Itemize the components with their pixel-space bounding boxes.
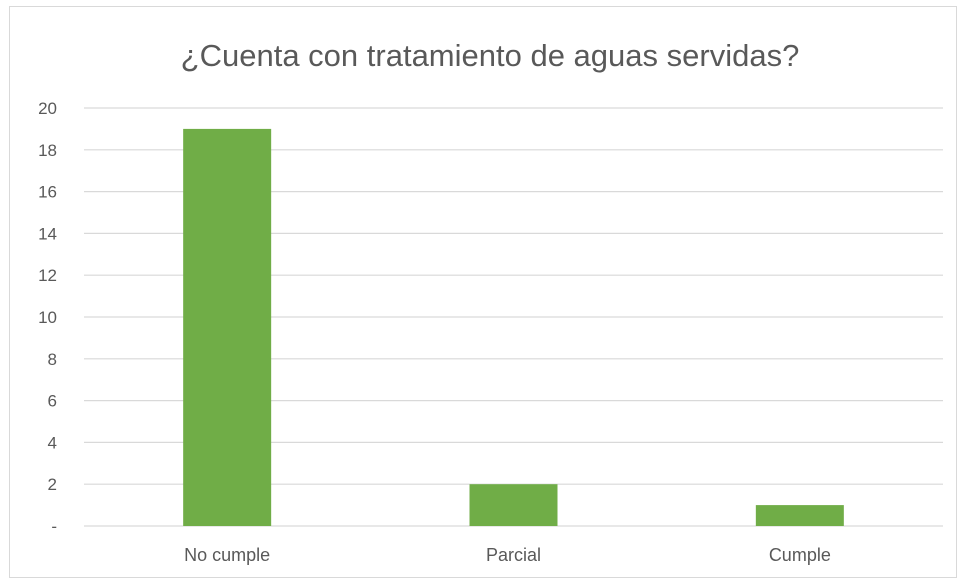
x-axis-labels: No cumple Parcial Cumple bbox=[184, 545, 831, 565]
chart-frame bbox=[9, 6, 957, 578]
bar bbox=[755, 505, 844, 526]
y-tick-label: 4 bbox=[48, 433, 57, 452]
y-axis-ticks: - 2 4 6 8 10 12 14 16 18 20 bbox=[38, 99, 57, 536]
chart-title: ¿Cuenta con tratamiento de aguas servida… bbox=[181, 38, 800, 73]
y-tick-label: 18 bbox=[38, 141, 57, 160]
x-category-label: Parcial bbox=[486, 545, 541, 565]
y-tick-label: 20 bbox=[38, 99, 57, 118]
y-tick-label: - bbox=[51, 517, 57, 536]
y-tick-label: 14 bbox=[38, 224, 57, 243]
x-category-label: Cumple bbox=[769, 545, 831, 565]
y-tick-label: 2 bbox=[48, 475, 57, 494]
y-tick-label: 6 bbox=[48, 392, 57, 411]
bar bbox=[469, 484, 558, 526]
y-tick-label: 16 bbox=[38, 183, 57, 202]
bars bbox=[183, 128, 844, 526]
x-category-label: No cumple bbox=[184, 545, 270, 565]
y-tick-label: 12 bbox=[38, 266, 57, 285]
y-tick-label: 10 bbox=[38, 308, 57, 327]
y-tick-label: 8 bbox=[48, 350, 57, 369]
bar bbox=[183, 128, 272, 526]
